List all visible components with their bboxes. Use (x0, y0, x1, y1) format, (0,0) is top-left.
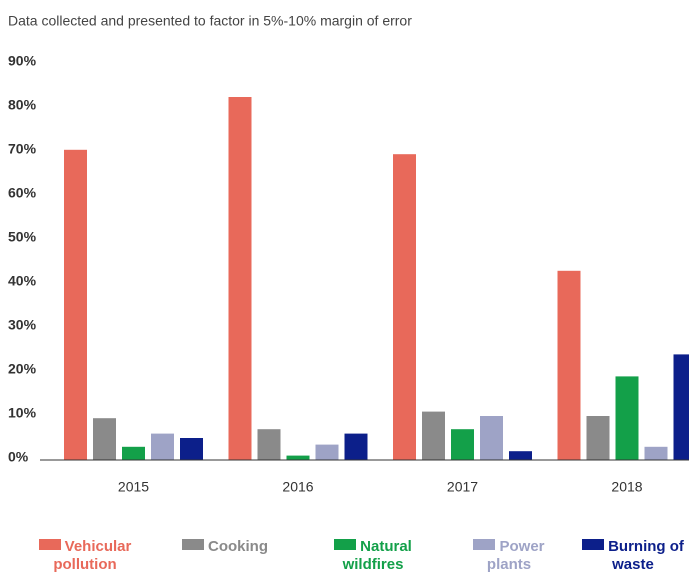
legend-item: Vehicular pollution (30, 538, 140, 574)
legend-swatch (334, 539, 357, 550)
legend: Vehicular pollution Cooking Natural wildfi… (0, 538, 689, 575)
legend-label: Power plants (486, 538, 545, 573)
bar (393, 154, 416, 460)
x-tick-label: 2018 (611, 479, 642, 495)
y-tick-label: 30% (8, 317, 37, 333)
x-tick-label: 2016 (282, 479, 313, 495)
legend-item: Burning of waste (578, 538, 688, 574)
legend-swatch (582, 539, 605, 550)
bar (673, 354, 689, 460)
x-tick-label: 2017 (447, 479, 478, 495)
legend-label: Burning of waste (608, 538, 684, 573)
bar (180, 438, 203, 460)
bar (422, 411, 445, 460)
bar (122, 446, 145, 460)
bar (228, 97, 252, 460)
bar (93, 418, 116, 460)
legend-label: Vehicular pollution (53, 538, 132, 573)
legend-swatch (182, 539, 204, 550)
chart-subtitle: Data collected and presented to factor i… (8, 13, 412, 29)
bar (151, 433, 174, 460)
bar (451, 429, 474, 460)
y-tick-label: 0% (8, 449, 29, 465)
bar (557, 270, 581, 460)
y-tick-label: 10% (8, 405, 37, 421)
x-tick-label: 2015 (118, 479, 149, 495)
legend-item: Power plants (454, 538, 564, 574)
bar (257, 429, 281, 460)
bar (480, 416, 503, 460)
y-tick-label: 20% (8, 361, 37, 377)
y-tick-label: 80% (8, 97, 37, 113)
legend-swatch (38, 539, 61, 550)
y-tick-label: 90% (8, 53, 37, 69)
bar (644, 446, 668, 460)
legend-item: Cooking (170, 538, 280, 556)
y-tick-label: 60% (8, 185, 37, 201)
bar (586, 416, 610, 460)
legend-label: Natural wildfires (342, 538, 412, 573)
bar (64, 149, 87, 461)
y-tick-label: 50% (8, 229, 37, 245)
legend-label: Cooking (208, 538, 268, 555)
legend-item: Natural wildfires (318, 538, 428, 574)
legend-swatch (473, 539, 496, 550)
bar (509, 451, 532, 460)
bar (315, 444, 339, 460)
y-tick-label: 40% (8, 273, 37, 289)
bar (615, 376, 639, 460)
bar (344, 433, 368, 460)
bar (286, 455, 310, 460)
y-tick-label: 70% (8, 141, 37, 157)
